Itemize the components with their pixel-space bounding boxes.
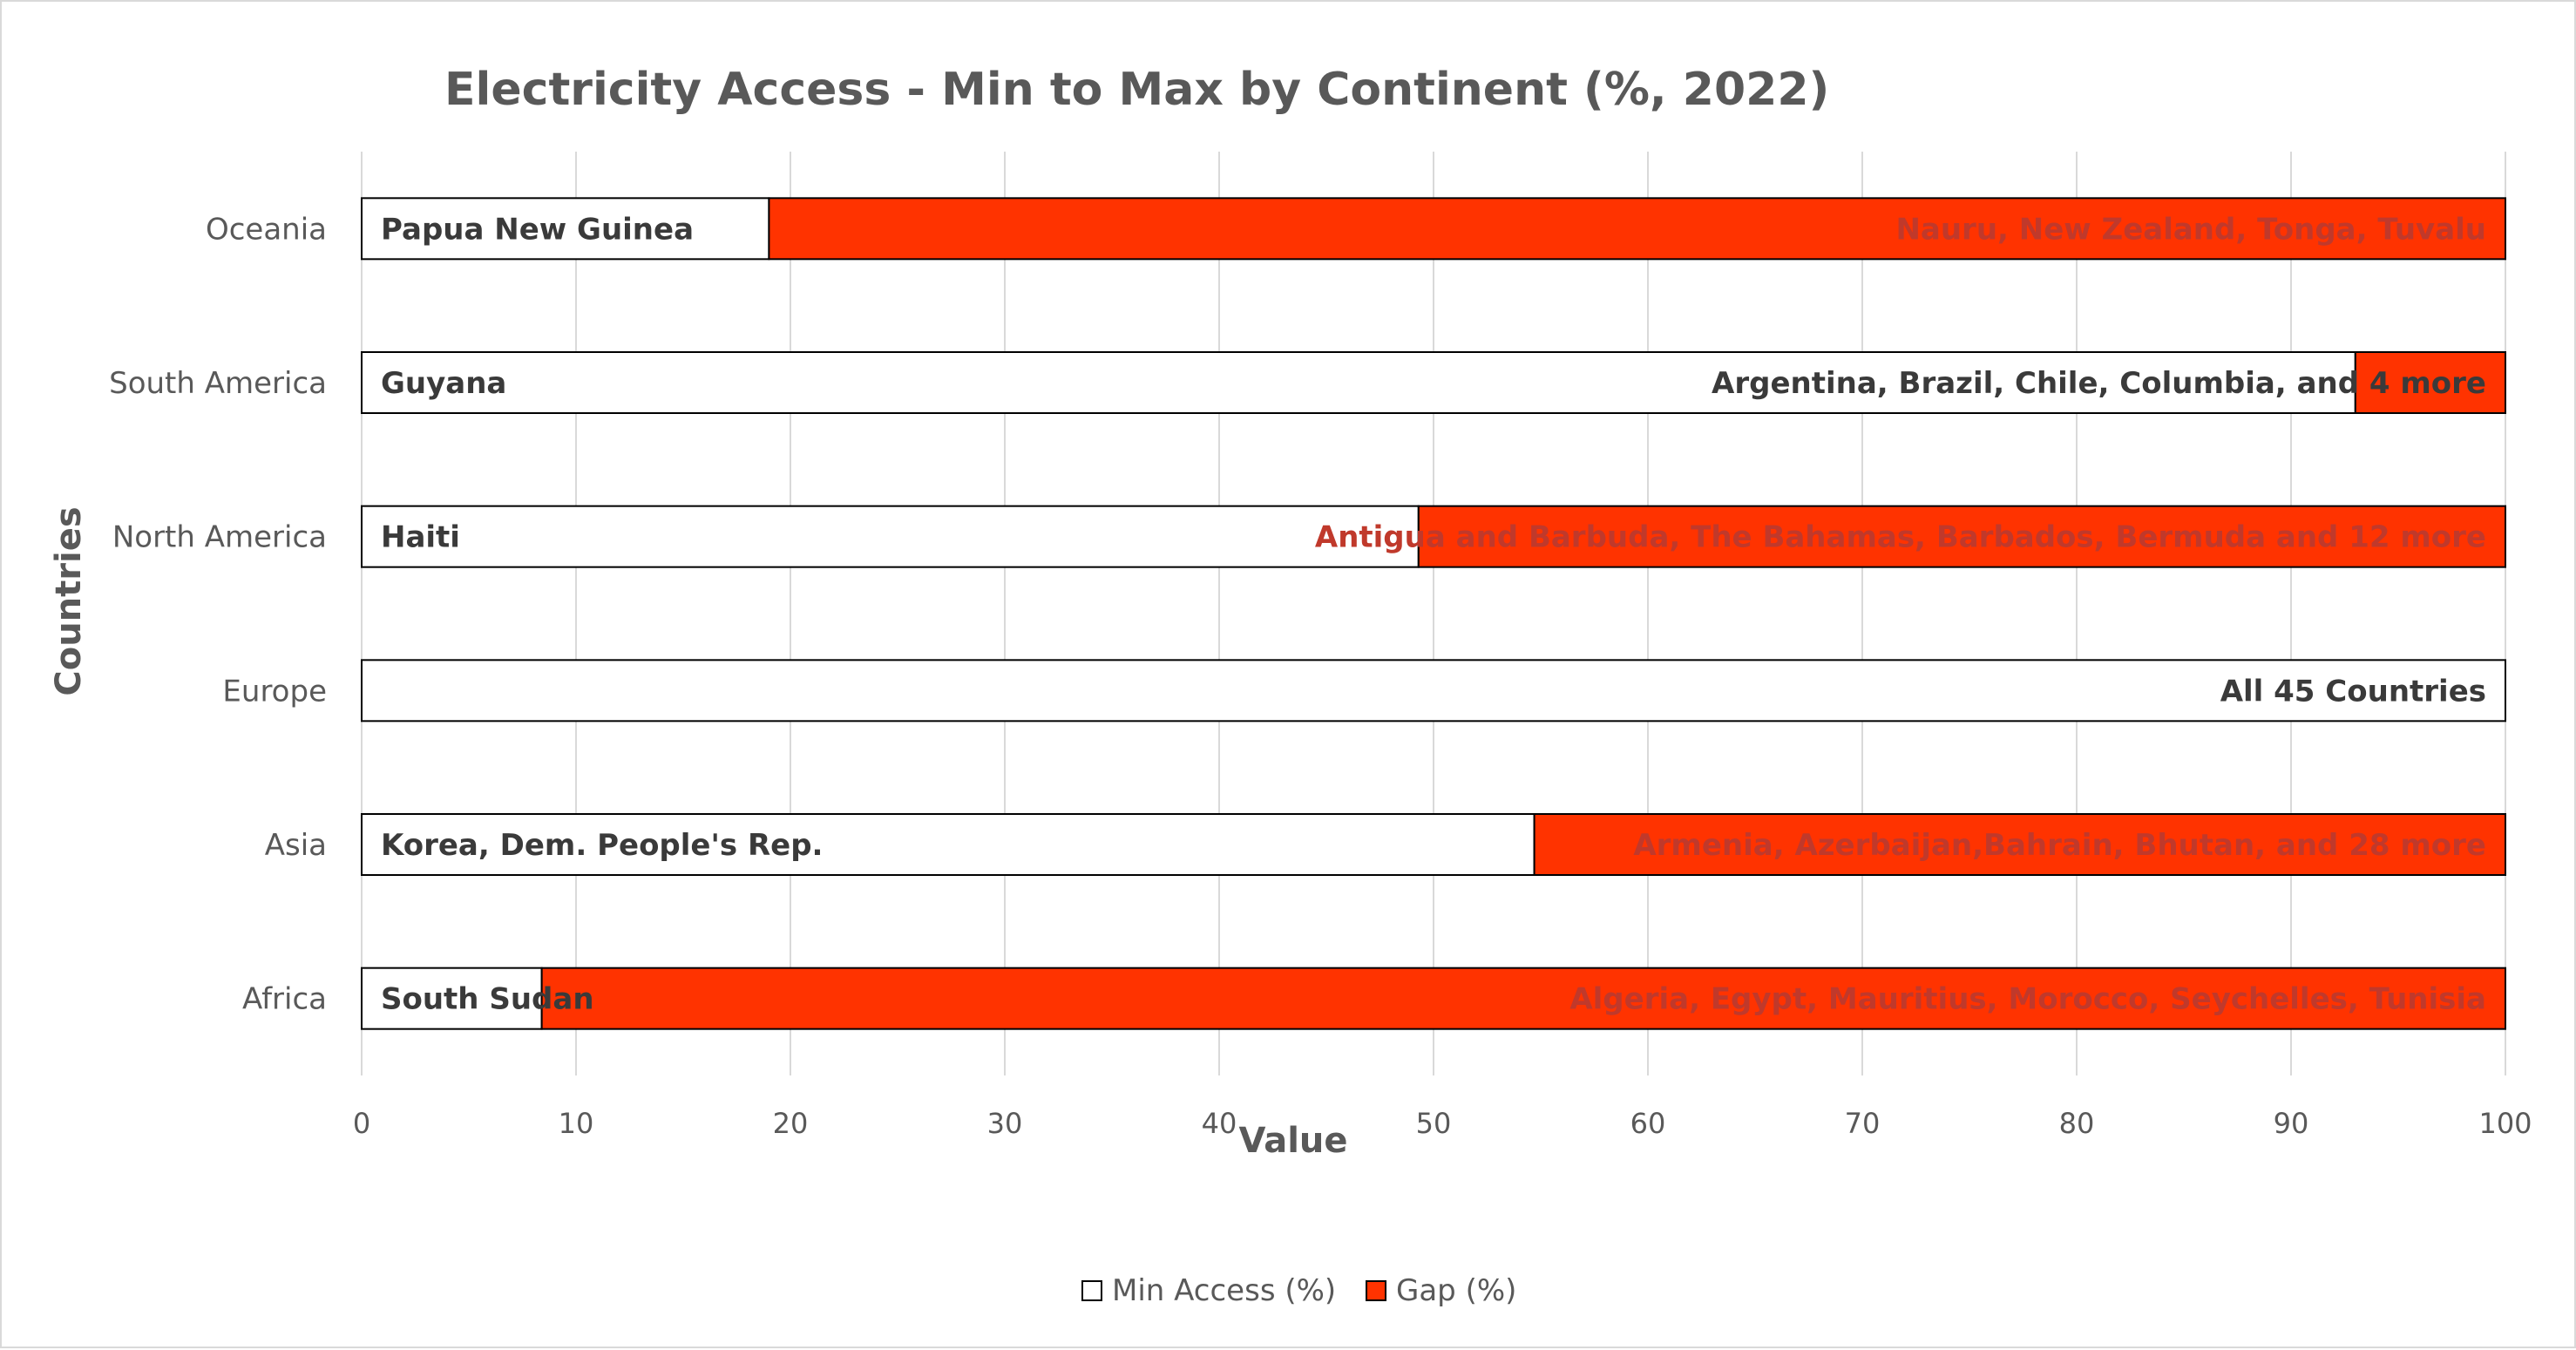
chart-title: Electricity Access - Min to Max by Conti… bbox=[444, 64, 1829, 116]
category-labels: Oceania South America North America Europe A… bbox=[109, 212, 327, 1016]
x-tick-label: 30 bbox=[987, 1107, 1023, 1140]
min-country-label: Guyana bbox=[381, 366, 506, 401]
bar-gap bbox=[1533, 813, 2506, 876]
max-country-label: Antigua and Barbuda, The Bahamas, Barbad… bbox=[1315, 520, 2486, 555]
min-country-label: South Sudan bbox=[381, 982, 594, 1017]
legend-swatch bbox=[1366, 1280, 1386, 1301]
y-axis-title: Countries bbox=[49, 506, 89, 695]
legend: Min Access (%) Gap (%) bbox=[1081, 1273, 1516, 1308]
bar-min-access bbox=[361, 351, 2356, 414]
x-axis-title: Value bbox=[1238, 1121, 1347, 1161]
x-tick-label: 90 bbox=[2274, 1107, 2309, 1140]
x-tick-labels: 0 10 20 30 40 50 60 70 80 90 100 bbox=[353, 1107, 2532, 1140]
max-country-label: Argentina, Brazil, Chile, Columbia, and … bbox=[1712, 366, 2486, 401]
bar-min-access bbox=[361, 197, 770, 261]
bar-min-access bbox=[361, 505, 1420, 568]
max-country-label: Algeria, Egypt, Mauritius, Morocco, Seyc… bbox=[1569, 982, 2486, 1017]
bars: Papua New Guinea Nauru, New Zealand, Tong… bbox=[361, 197, 2507, 1030]
x-tick-label: 100 bbox=[2478, 1107, 2532, 1140]
category-label: North America bbox=[112, 520, 327, 555]
min-country-label: Korea, Dem. People's Rep. bbox=[381, 828, 823, 863]
min-country-label: Haiti bbox=[381, 520, 460, 555]
x-tick-label: 80 bbox=[2059, 1107, 2095, 1140]
max-country-label: Armenia, Azerbaijan,Bahrain, Bhutan, and… bbox=[1633, 828, 2486, 863]
max-country-label: Nauru, New Zealand, Tonga, Tuvalu bbox=[1895, 212, 2486, 247]
x-tick-label: 10 bbox=[559, 1107, 594, 1140]
category-label: Europe bbox=[222, 674, 327, 709]
category-label: Oceania bbox=[206, 212, 327, 247]
gridlines bbox=[361, 152, 2506, 1075]
min-country-label: Papua New Guinea bbox=[381, 212, 694, 247]
x-tick-label: 40 bbox=[1202, 1107, 1237, 1140]
legend-label: Gap (%) bbox=[1396, 1273, 1516, 1308]
x-tick-label: 0 bbox=[353, 1107, 370, 1140]
x-tick-label: 60 bbox=[1630, 1107, 1666, 1140]
x-tick-label: 50 bbox=[1416, 1107, 1452, 1140]
category-label: South America bbox=[109, 366, 327, 401]
x-tick-label: 70 bbox=[1845, 1107, 1881, 1140]
category-label: Asia bbox=[265, 828, 327, 863]
bar-min-access bbox=[361, 967, 543, 1030]
bar-gap bbox=[1417, 505, 2506, 568]
bar-gap bbox=[2354, 351, 2507, 414]
legend-swatch bbox=[1081, 1280, 1102, 1301]
legend-label: Min Access (%) bbox=[1112, 1273, 1336, 1308]
bar-gap bbox=[768, 197, 2506, 261]
category-label: Africa bbox=[242, 982, 327, 1017]
bar-gap bbox=[540, 967, 2507, 1030]
bar-min-access bbox=[361, 659, 2506, 722]
x-tick-label: 20 bbox=[773, 1107, 809, 1140]
max-country-label: All 45 Countries bbox=[2220, 674, 2486, 709]
bar-min-access bbox=[361, 813, 1535, 876]
